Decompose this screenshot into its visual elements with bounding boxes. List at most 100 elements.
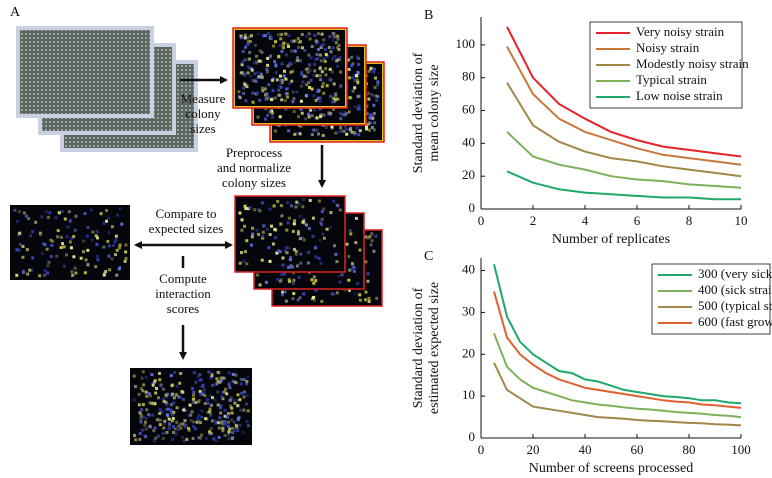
colony [49, 254, 53, 258]
colony [31, 230, 35, 234]
colony [223, 390, 227, 394]
colony [251, 91, 255, 95]
colony [238, 96, 242, 100]
colony [274, 129, 278, 133]
colony [144, 375, 148, 379]
colony [333, 99, 337, 103]
colony [183, 406, 187, 410]
colony [231, 373, 235, 377]
legend-label: Very noisy strain [636, 24, 725, 39]
colony [114, 234, 118, 238]
colony [364, 235, 368, 239]
colony [15, 219, 19, 223]
colony [318, 238, 322, 242]
colony [178, 381, 182, 385]
colony [317, 32, 321, 36]
colony [279, 85, 283, 89]
colony [147, 391, 151, 395]
colony [157, 372, 161, 376]
colony [138, 411, 142, 415]
colony [296, 115, 300, 119]
colony [367, 97, 371, 101]
colony [325, 227, 329, 231]
colony [372, 103, 376, 107]
colony [357, 62, 361, 66]
colony [225, 392, 229, 396]
colony [320, 217, 324, 221]
colony [57, 211, 61, 215]
colony [351, 62, 355, 66]
colony [227, 380, 231, 384]
colony [145, 394, 149, 398]
colony [321, 133, 325, 137]
colony [159, 384, 163, 388]
colony [294, 250, 298, 254]
colony [141, 370, 145, 374]
colony [357, 133, 361, 137]
colony [278, 115, 282, 119]
colony [248, 34, 252, 38]
colony [291, 229, 295, 233]
series-line [506, 82, 742, 178]
colony [71, 273, 75, 277]
colony [230, 411, 234, 415]
legend-label: Noisy strain [636, 40, 700, 55]
colony [258, 209, 262, 213]
y-axis-label: Standard deviation of [411, 287, 426, 408]
y-tick-label: 0 [469, 429, 476, 444]
y-tick-label: 10 [462, 387, 475, 402]
colony [265, 113, 269, 117]
colony [170, 384, 174, 388]
colony [280, 98, 284, 102]
colony [219, 379, 223, 383]
series-line [493, 291, 742, 409]
colony [330, 125, 334, 129]
colony [295, 57, 299, 61]
colony [174, 393, 178, 397]
colony [132, 374, 136, 378]
colony [144, 390, 148, 394]
colony [170, 394, 174, 398]
colony [262, 34, 266, 38]
colony [286, 201, 290, 205]
colony [104, 269, 108, 273]
colony [95, 236, 99, 240]
colony [245, 382, 249, 386]
colony [198, 378, 202, 382]
colony [367, 296, 371, 300]
colony [238, 398, 242, 402]
colony [217, 371, 221, 375]
colony [277, 88, 281, 92]
colony [332, 82, 336, 86]
colony [96, 254, 100, 258]
colony [291, 297, 295, 301]
colony [190, 410, 194, 414]
colony [22, 211, 26, 215]
colony [299, 125, 303, 129]
colony [288, 279, 292, 283]
colony [138, 437, 142, 441]
colony [288, 258, 292, 262]
colony [216, 390, 220, 394]
colony [213, 398, 217, 402]
colony [376, 83, 380, 87]
colony [357, 104, 361, 108]
colony [15, 273, 19, 277]
colony [354, 216, 358, 220]
colony [325, 54, 329, 58]
colony [345, 132, 349, 136]
colony [358, 298, 362, 302]
colony [366, 279, 370, 283]
colony [187, 427, 191, 431]
colony [331, 39, 335, 43]
colony [248, 40, 252, 44]
colony [21, 244, 25, 248]
colony [304, 67, 308, 71]
colony [139, 387, 143, 391]
colony [231, 426, 235, 430]
colony [162, 421, 166, 425]
colony [302, 74, 306, 78]
colony [370, 239, 374, 243]
colony [339, 70, 343, 74]
